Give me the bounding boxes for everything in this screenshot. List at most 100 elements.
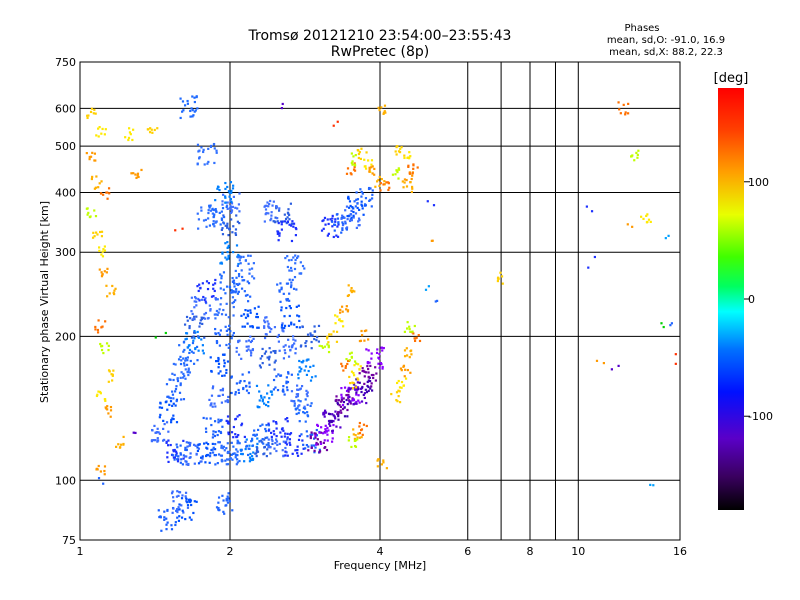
data-point (227, 246, 230, 249)
data-point (195, 304, 198, 307)
data-point (347, 436, 351, 439)
data-point (408, 356, 411, 359)
data-point (285, 376, 288, 379)
data-point (224, 187, 227, 191)
data-point (178, 508, 181, 511)
data-point (273, 433, 276, 436)
data-point (270, 214, 273, 217)
data-point (261, 355, 264, 358)
data-point (194, 347, 197, 351)
data-point (213, 147, 216, 150)
data-point (237, 433, 240, 437)
data-point (172, 507, 175, 510)
data-point (335, 398, 338, 402)
data-point (351, 160, 354, 163)
data-point (188, 371, 192, 374)
data-point (105, 342, 109, 345)
data-point (226, 222, 229, 225)
data-point (186, 359, 189, 362)
data-point (158, 406, 161, 409)
data-point (354, 388, 357, 391)
data-point (105, 271, 108, 274)
data-point (366, 365, 369, 368)
data-point (107, 348, 110, 352)
data-point (219, 329, 222, 332)
data-point (365, 390, 369, 394)
data-point (105, 284, 108, 287)
data-point (255, 312, 259, 316)
data-point (162, 427, 165, 430)
data-point (234, 456, 237, 459)
data-point (281, 389, 284, 393)
data-point (211, 212, 214, 215)
data-point (304, 345, 307, 348)
data-point (203, 163, 206, 166)
data-point (362, 423, 366, 426)
data-point (226, 463, 230, 466)
data-point (398, 386, 402, 389)
data-point (302, 443, 305, 446)
data-point (93, 187, 97, 190)
data-point (383, 183, 386, 186)
data-point (175, 509, 178, 512)
data-point (235, 283, 238, 286)
data-point (355, 378, 358, 381)
data-point (307, 445, 310, 448)
data-point (385, 467, 388, 470)
data-point (195, 95, 198, 99)
data-point (169, 378, 172, 381)
data-point (358, 381, 361, 384)
data-point (282, 440, 285, 443)
data-point (284, 454, 287, 457)
data-point (363, 203, 367, 206)
data-point (363, 392, 367, 395)
data-point (370, 382, 373, 385)
data-point (219, 303, 222, 306)
data-point (306, 391, 309, 394)
data-point (376, 459, 379, 462)
data-point (409, 181, 412, 184)
data-point (265, 204, 268, 207)
data-point (298, 434, 301, 438)
data-point (163, 516, 166, 519)
data-point (366, 384, 369, 388)
data-point (410, 185, 414, 189)
data-point (281, 329, 284, 332)
data-point (167, 395, 170, 398)
data-point (219, 223, 222, 226)
data-point (221, 425, 224, 428)
data-point (296, 407, 299, 410)
data-point (275, 438, 278, 441)
data-point (411, 174, 414, 177)
data-point (232, 436, 235, 439)
data-point (330, 440, 334, 443)
data-point (228, 191, 231, 195)
data-point (247, 262, 250, 265)
data-point (348, 206, 351, 209)
data-point (221, 494, 224, 497)
data-point (298, 366, 301, 369)
data-point (277, 239, 280, 242)
data-point (299, 387, 302, 390)
data-point (171, 404, 174, 407)
data-point (334, 410, 337, 413)
data-point (310, 376, 314, 379)
data-point (406, 327, 409, 330)
data-point (184, 368, 187, 371)
data-point (206, 162, 209, 165)
data-point (220, 261, 223, 264)
data-point (108, 292, 111, 295)
data-point (258, 399, 261, 402)
data-point (175, 495, 179, 498)
data-point (649, 220, 652, 224)
data-point (159, 402, 162, 405)
data-point (379, 189, 382, 192)
data-point (434, 300, 437, 303)
data-point (154, 439, 157, 442)
data-point (207, 209, 210, 212)
data-point (640, 215, 643, 218)
data-point (307, 358, 310, 361)
data-point (333, 229, 336, 232)
data-point (409, 155, 412, 158)
